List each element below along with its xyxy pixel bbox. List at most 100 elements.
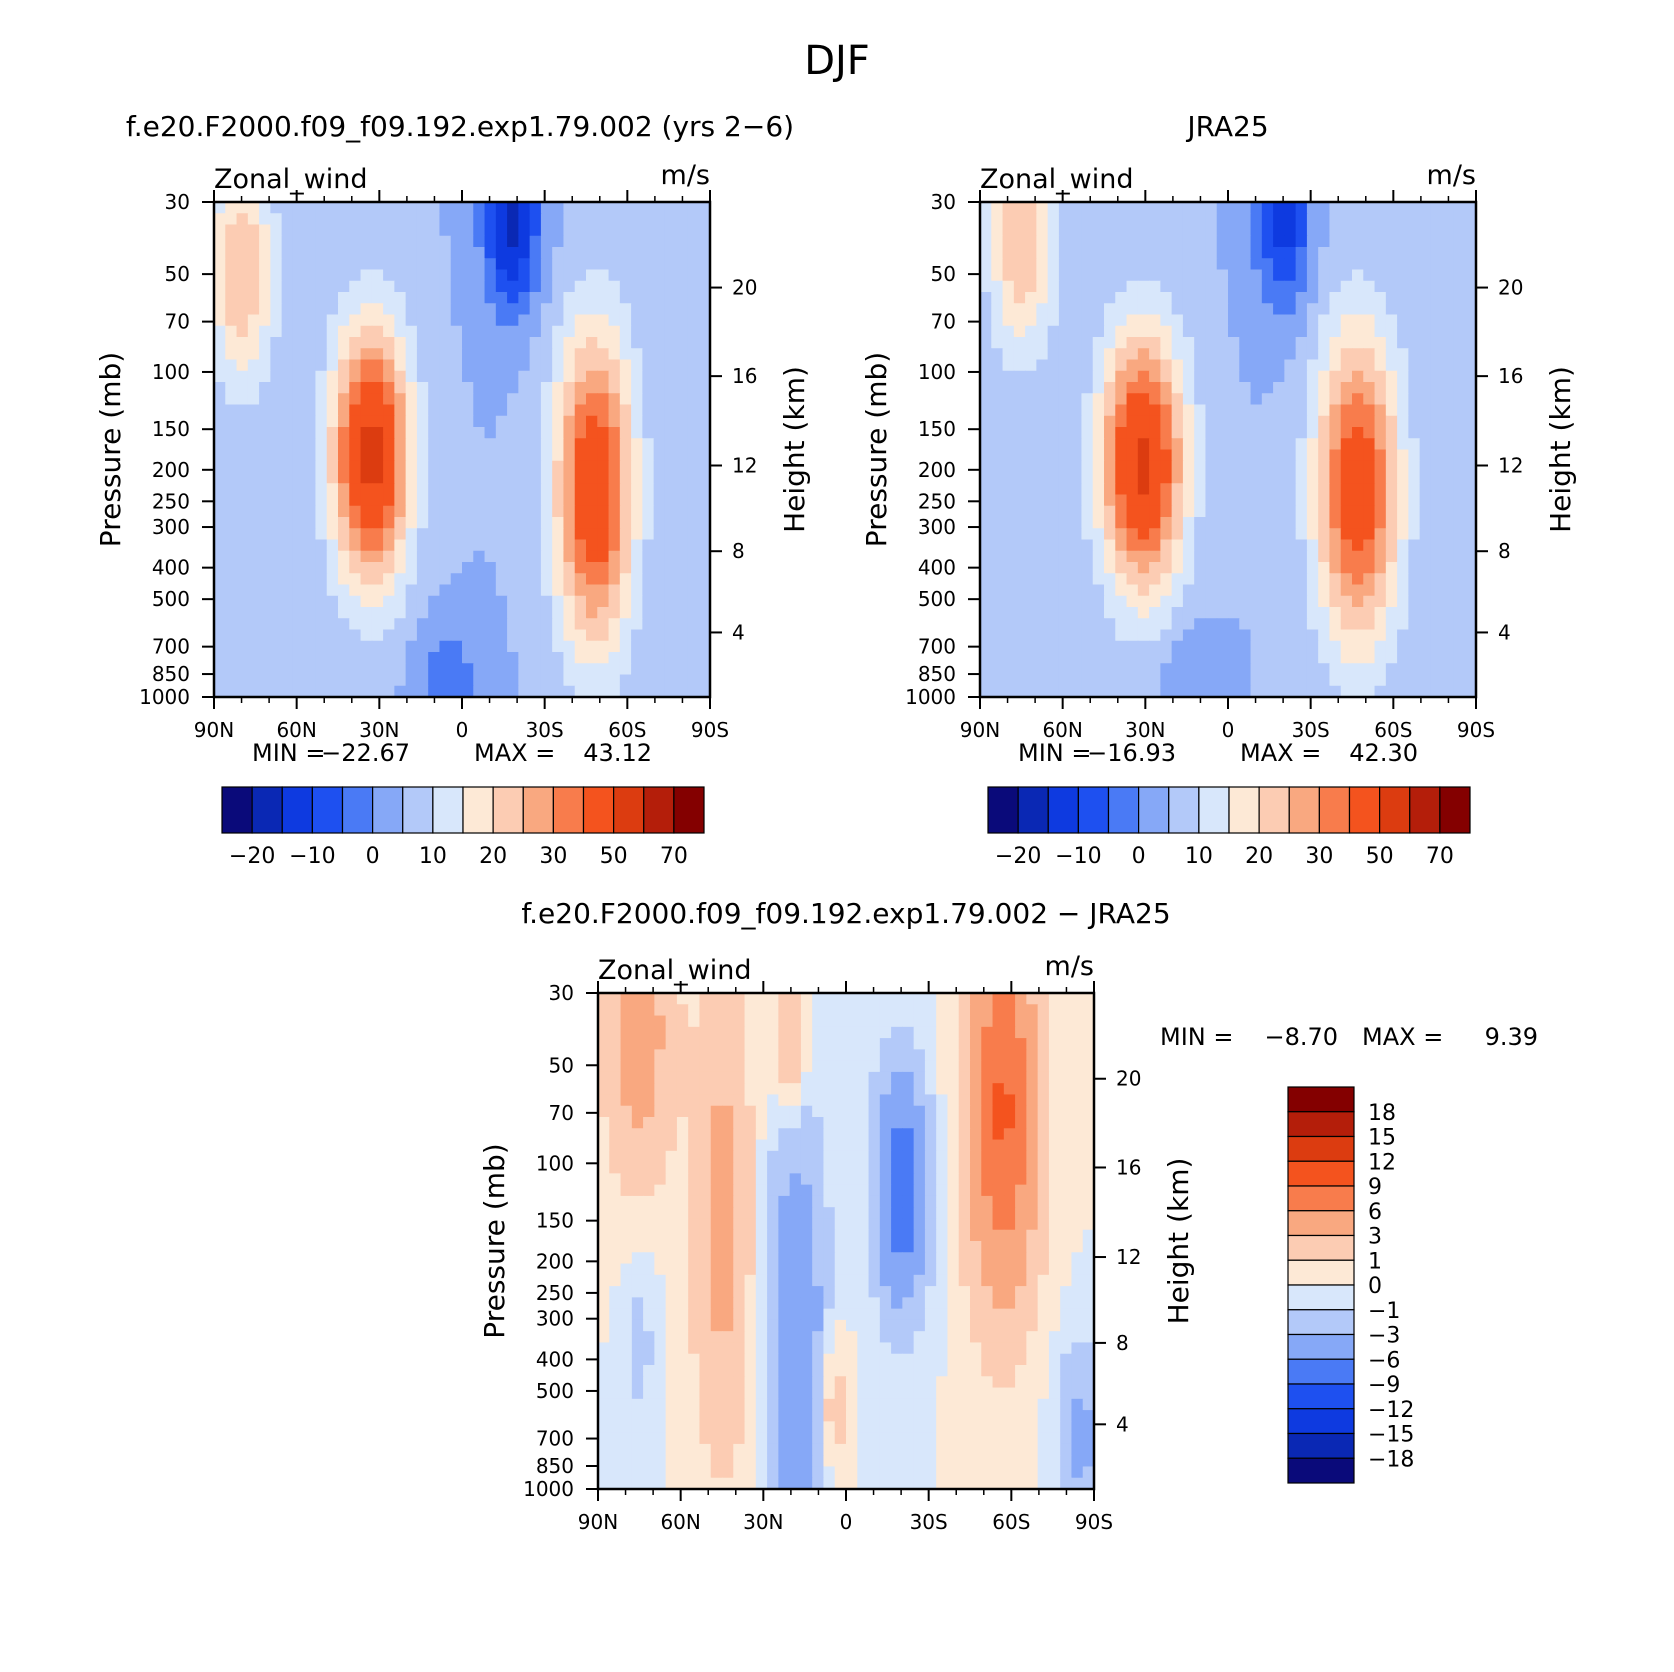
contour-cell bbox=[1284, 550, 1297, 563]
contour-cell bbox=[1216, 370, 1229, 383]
contour-cell bbox=[992, 1150, 1005, 1163]
contour-cell bbox=[1430, 629, 1443, 642]
contour-cell bbox=[473, 427, 486, 439]
contour-cell bbox=[1352, 213, 1364, 226]
contour-cell bbox=[1261, 652, 1274, 664]
contour-cell bbox=[1397, 640, 1409, 653]
contour-cell bbox=[991, 505, 1004, 518]
contour-cell bbox=[1250, 314, 1263, 327]
contour-cell bbox=[405, 618, 418, 631]
contour-cell bbox=[281, 460, 294, 473]
contour-cell bbox=[529, 415, 542, 428]
contour-cell bbox=[1363, 382, 1376, 394]
contour-cell bbox=[755, 1117, 768, 1129]
contour-cell bbox=[1070, 303, 1083, 316]
contour-cell bbox=[371, 404, 384, 417]
contour-cell bbox=[643, 993, 655, 1005]
contour-cell bbox=[619, 337, 632, 349]
contour-cell bbox=[225, 562, 238, 574]
contour-cell bbox=[1329, 292, 1342, 304]
contour-cell bbox=[698, 404, 711, 417]
contour-cell bbox=[304, 348, 317, 361]
contour-cell bbox=[991, 483, 1004, 496]
contour-cell bbox=[598, 1150, 610, 1163]
contour-cell bbox=[1318, 382, 1331, 394]
contour-cell bbox=[688, 1207, 701, 1220]
contour-cell bbox=[812, 1162, 825, 1174]
contour-cell bbox=[1273, 303, 1285, 316]
contour-cell bbox=[1013, 370, 1026, 383]
contour-cell bbox=[1194, 449, 1207, 462]
contour-cell bbox=[608, 314, 621, 327]
contour-cell bbox=[1082, 1195, 1095, 1208]
contour-cell bbox=[473, 370, 486, 383]
contour-cell bbox=[1216, 337, 1229, 349]
contour-cell bbox=[473, 325, 486, 338]
contour-cell bbox=[834, 1105, 847, 1118]
contour-cell bbox=[1036, 427, 1049, 439]
contour-cell bbox=[371, 449, 384, 462]
contour-cell bbox=[980, 348, 992, 361]
contour-cell bbox=[383, 674, 395, 687]
contour-cell bbox=[1261, 494, 1274, 507]
contour-cell bbox=[1149, 382, 1161, 394]
contour-cell bbox=[1092, 337, 1105, 349]
contour-cell bbox=[1295, 674, 1308, 687]
contour-cell bbox=[619, 314, 632, 327]
contour-cell bbox=[552, 562, 565, 574]
contour-cell bbox=[225, 629, 238, 642]
contour-cell bbox=[631, 213, 643, 226]
contour-cell bbox=[462, 404, 474, 417]
contour-cell bbox=[1284, 517, 1297, 529]
contour-cell bbox=[1071, 1105, 1084, 1118]
contour-cell bbox=[1216, 224, 1229, 237]
contour-cell bbox=[642, 258, 655, 271]
contour-cell bbox=[1036, 584, 1049, 597]
contour-cell bbox=[947, 1150, 960, 1163]
contour-cell bbox=[1442, 247, 1455, 259]
contour-cell bbox=[1104, 539, 1116, 552]
contour-cell bbox=[1228, 573, 1240, 586]
contour-cell bbox=[1352, 382, 1364, 394]
contour-cell bbox=[1037, 993, 1050, 1005]
contour-cell bbox=[1104, 269, 1116, 282]
contour-cell bbox=[383, 449, 395, 462]
contour-cell bbox=[1295, 652, 1308, 664]
contour-cell bbox=[642, 652, 655, 664]
contour-cell bbox=[653, 674, 666, 687]
contour-cell bbox=[416, 652, 429, 664]
contour-cell bbox=[992, 1094, 1005, 1107]
contour-cell bbox=[710, 1049, 723, 1062]
contour-cell bbox=[1037, 1083, 1050, 1096]
contour-cell bbox=[1284, 314, 1297, 327]
contour-cell bbox=[405, 292, 418, 304]
contour-cell bbox=[834, 1150, 847, 1163]
contour-cell bbox=[1126, 483, 1139, 496]
contour-cell bbox=[1182, 224, 1195, 237]
contour-cell bbox=[778, 1026, 791, 1039]
contour-cell bbox=[924, 1060, 937, 1073]
contour-cell bbox=[371, 539, 384, 552]
contour-cell bbox=[563, 607, 576, 619]
contour-cell bbox=[744, 1049, 757, 1062]
contour-cell bbox=[462, 483, 474, 496]
contour-cell bbox=[574, 325, 587, 338]
contour-cell bbox=[1092, 303, 1105, 316]
contour-cell bbox=[608, 460, 621, 473]
contour-cell bbox=[1002, 494, 1015, 507]
contour-cell bbox=[631, 280, 643, 293]
contour-cell bbox=[416, 629, 429, 642]
contour-cell bbox=[947, 1162, 960, 1174]
contour-cell bbox=[586, 505, 598, 518]
contour-cell bbox=[676, 685, 689, 698]
contour-cell bbox=[1250, 494, 1263, 507]
contour-cell bbox=[507, 472, 519, 484]
contour-cell bbox=[574, 303, 587, 316]
contour-cell bbox=[1239, 224, 1252, 237]
contour-cell bbox=[540, 652, 553, 664]
contour-cell bbox=[1160, 325, 1173, 338]
contour-cell bbox=[214, 247, 226, 259]
contour-cell bbox=[1115, 505, 1128, 518]
contour-cell bbox=[1015, 1184, 1027, 1197]
y-tick-label: 400 bbox=[152, 556, 190, 580]
